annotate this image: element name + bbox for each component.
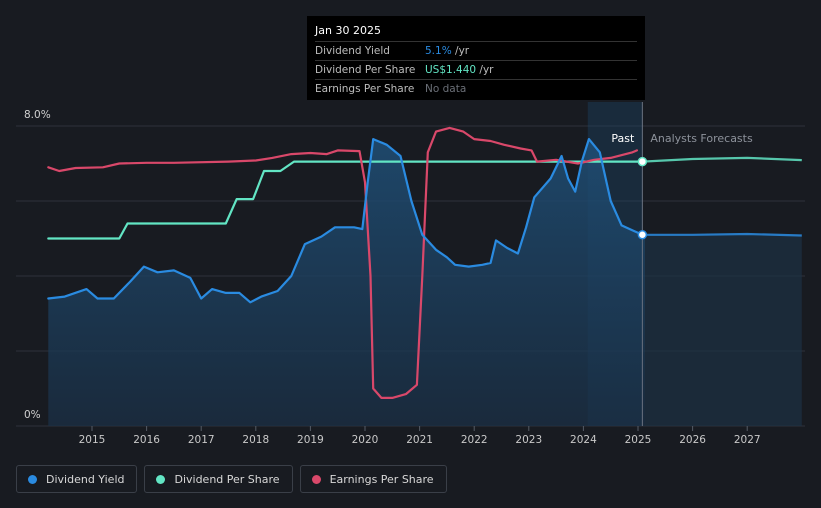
past-label: Past	[611, 132, 635, 145]
tooltip-label: Dividend Yield	[315, 45, 390, 57]
tooltip-value: US$1.440	[425, 64, 477, 76]
x-tick-label: 2021	[406, 434, 433, 446]
legend-label: Dividend Yield	[46, 472, 125, 486]
x-tick-label: 2022	[461, 434, 488, 446]
dividend-per-share-forecast-line	[645, 156, 802, 163]
tooltip-date: Jan 30 2025	[315, 24, 381, 37]
tooltip-row-dividend-yield: Dividend Yield 5.1% /yr	[315, 41, 637, 60]
x-tick-label: 2019	[297, 434, 324, 446]
x-tick-label: 2024	[570, 434, 597, 446]
dividend-per-share-line	[47, 160, 645, 240]
x-tick-label: 2023	[515, 434, 542, 446]
x-tick-label: 2020	[352, 434, 379, 446]
dividend-yield-area-forecast	[645, 234, 802, 426]
x-tick-label: 2025	[625, 434, 652, 446]
dividend-yield-area	[48, 139, 802, 426]
x-tick-label: 2027	[734, 434, 761, 446]
dividend-per-share-marker	[637, 156, 648, 167]
y-tick-label: 0%	[24, 409, 41, 421]
tooltip-label: Dividend Per Share	[315, 64, 416, 76]
x-tick-label: 2015	[79, 434, 106, 446]
x-tick-label: 2026	[679, 434, 706, 446]
dividend-yield-area-past	[48, 139, 645, 426]
legend-item-dividend-per-share[interactable]: Dividend Per Share	[144, 465, 293, 493]
circle-icon	[28, 474, 37, 484]
chart-legend: Dividend Yield Dividend Per Share Earnin…	[16, 465, 447, 493]
circle-icon	[156, 474, 166, 484]
tooltip-value: 5.1%	[425, 45, 452, 57]
dividend-yield-line	[47, 138, 645, 304]
tooltip-suffix: /yr	[451, 45, 470, 57]
tooltip-row-earnings-per-share: Earnings Per Share No data	[315, 79, 637, 98]
y-tick-label: 8.0%	[24, 109, 51, 121]
analysts-forecasts-label: Analysts Forecasts	[650, 132, 753, 145]
dividend-yield-marker	[637, 230, 648, 240]
x-tick-label: 2017	[188, 434, 215, 446]
legend-item-earnings-per-share[interactable]: Earnings Per Share	[299, 465, 447, 493]
forecast-start-markers	[637, 156, 648, 240]
legend-label: Dividend Per Share	[174, 472, 280, 486]
x-tick-label: 2018	[242, 434, 269, 446]
tooltip-label: Earnings Per Share	[315, 83, 415, 95]
tooltip-value: No data	[425, 83, 467, 95]
tooltip-row-dividend-per-share: Dividend Per Share US$1.440 /yr	[315, 60, 637, 79]
circle-icon	[311, 474, 321, 484]
x-axis-ticks: 2015 2016 2017 2018 2019 2020 2021 2022 2023 2024…	[79, 426, 761, 446]
earnings-per-share-line	[47, 126, 638, 399]
legend-item-dividend-yield[interactable]: Dividend Yield	[16, 465, 138, 493]
x-tick-label: 2016	[133, 434, 160, 446]
legend-label: Earnings Per Share	[329, 472, 434, 486]
tooltip-suffix: /yr	[476, 64, 494, 76]
chart-tooltip: Jan 30 2025 Dividend Yield 5.1% /yr Divi…	[307, 16, 645, 100]
